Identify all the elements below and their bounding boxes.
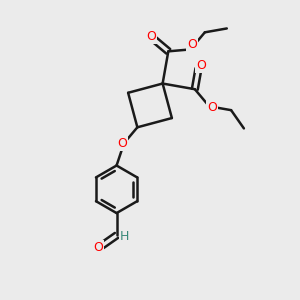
Text: O: O (146, 30, 156, 43)
Text: O: O (93, 242, 103, 254)
Text: O: O (196, 59, 206, 72)
Text: O: O (118, 137, 128, 150)
Text: O: O (187, 38, 197, 51)
Text: O: O (207, 101, 217, 114)
Text: H: H (120, 230, 130, 243)
